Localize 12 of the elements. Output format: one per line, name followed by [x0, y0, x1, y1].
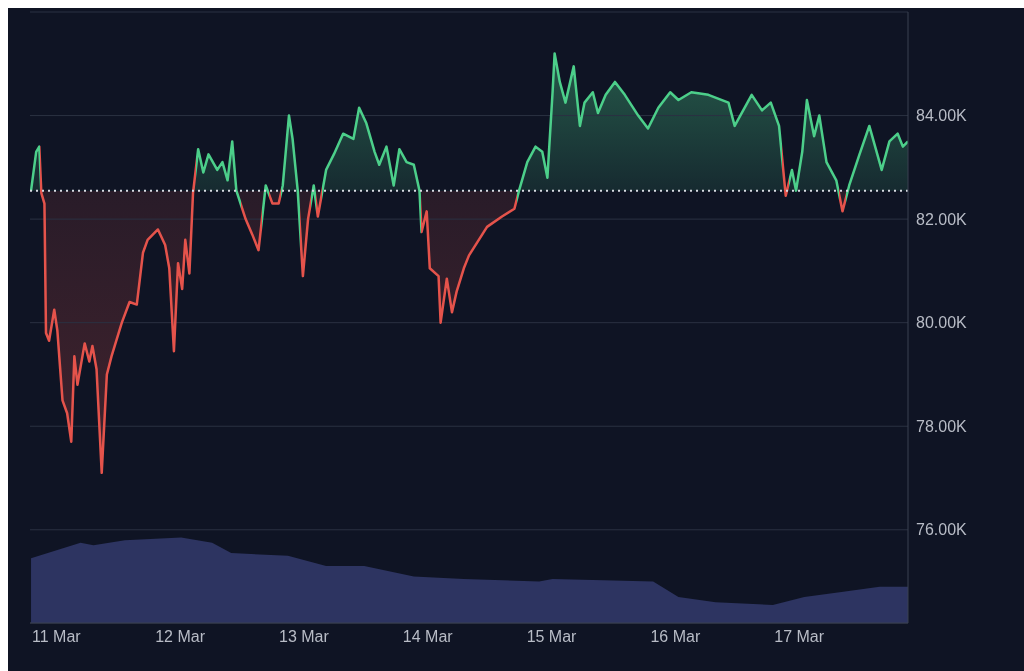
- x-tick-label: 14 Mar: [402, 628, 454, 646]
- x-tick-label: 16 Mar: [650, 628, 701, 646]
- y-tick-label: 82.00K: [916, 210, 968, 228]
- x-tick-label: 17 Mar: [774, 628, 825, 646]
- y-tick-label: 80.00K: [916, 314, 968, 332]
- x-tick-label: 11 Mar: [32, 628, 82, 646]
- y-tick-label: 78.00K: [916, 417, 968, 435]
- x-tick-label: 12 Mar: [155, 628, 206, 646]
- x-tick-label: 15 Mar: [526, 628, 578, 646]
- x-tick-label: 13 Mar: [279, 628, 330, 646]
- y-tick-label: 84.00K: [916, 107, 968, 125]
- y-tick-label: 76.00K: [916, 521, 968, 539]
